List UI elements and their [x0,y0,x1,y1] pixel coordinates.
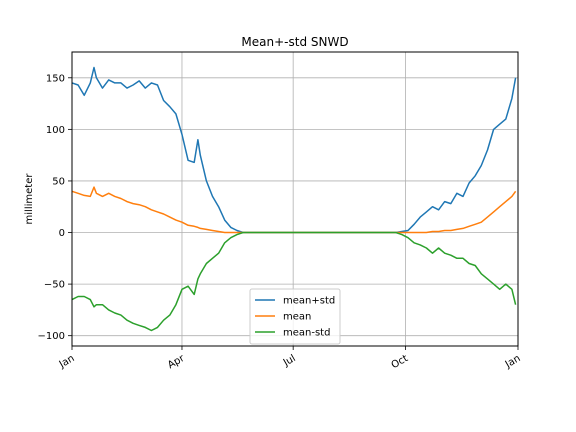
y-tick-label: −50 [44,280,65,291]
legend-label: mean-std [283,328,330,339]
legend-label: mean [283,312,311,323]
y-tick-label: 0 [59,228,65,239]
y-tick-label: −100 [38,331,65,342]
legend-label: mean+std [283,296,335,307]
y-axis-label: millimeter [24,173,35,225]
y-tick-label: 100 [46,125,65,136]
y-tick-label: 50 [52,176,65,187]
legend: mean+std mean mean-std [250,289,340,344]
y-tick-label: 150 [46,73,65,84]
chart-title: Mean+-std SNWD [241,35,348,49]
